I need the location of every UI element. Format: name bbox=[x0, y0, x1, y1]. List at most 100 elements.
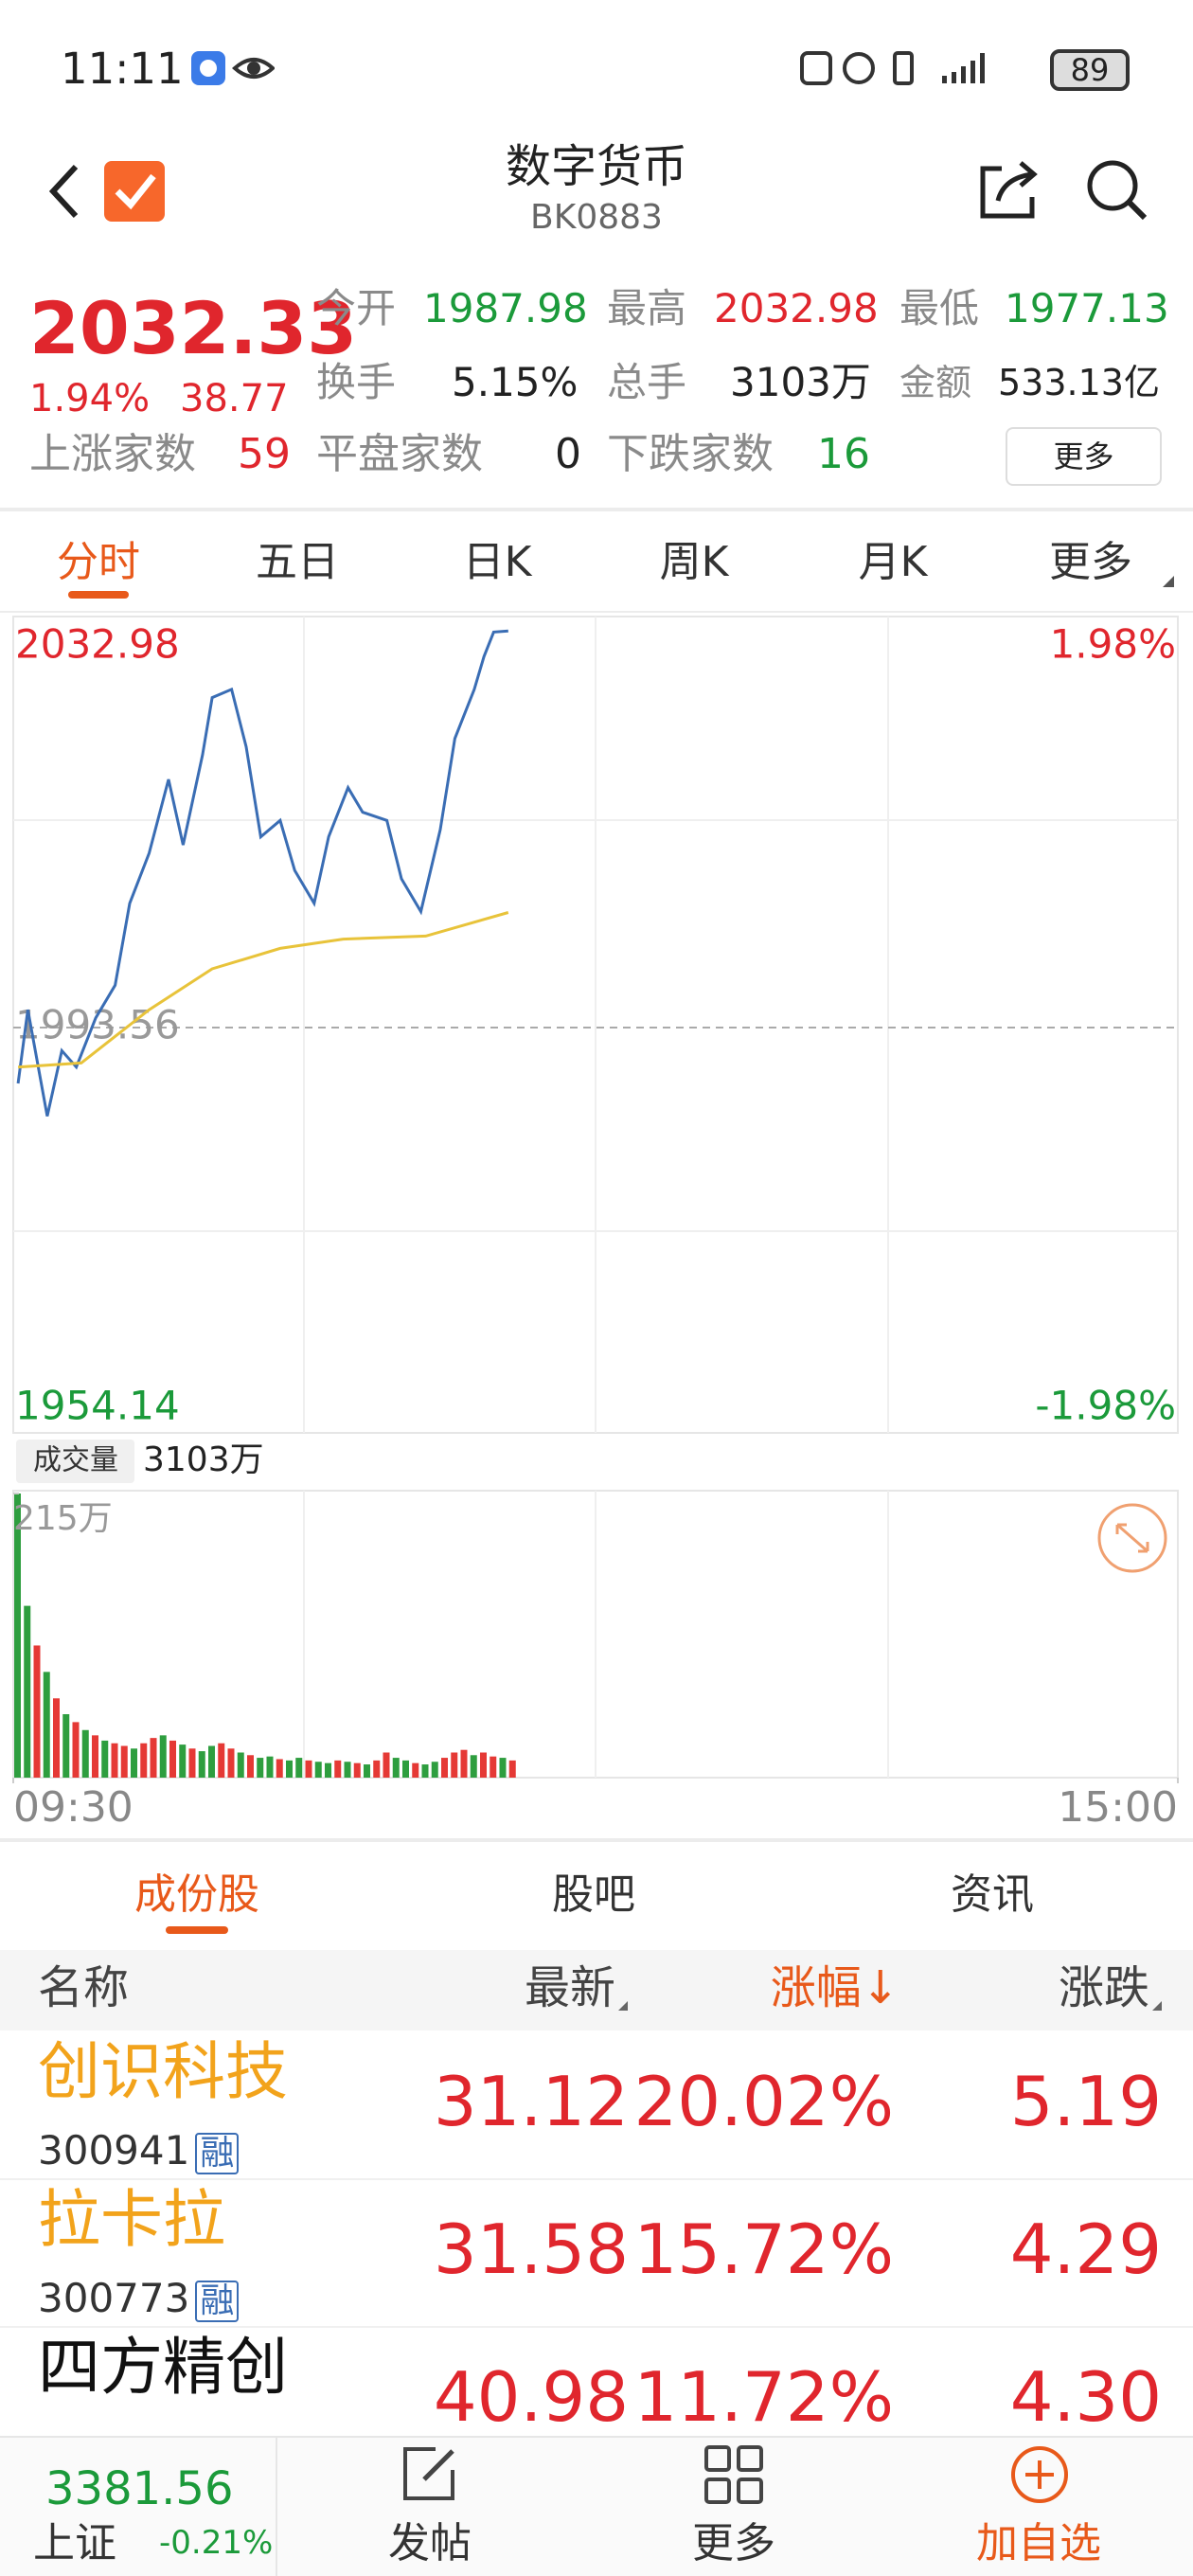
stock-row[interactable]: 拉卡拉 300773 融 31.58 15.72% 4.29 bbox=[0, 2178, 1193, 2328]
margin-tag: 融 bbox=[195, 2281, 240, 2322]
volume-bar bbox=[508, 1760, 516, 1778]
flat-count: 0 bbox=[555, 430, 581, 478]
stock-pct: 11.72% bbox=[633, 2357, 894, 2436]
amount: 533.13亿 bbox=[998, 362, 1160, 403]
action-label[interactable]: 加自选 bbox=[976, 2519, 1101, 2567]
volume-bar bbox=[490, 1756, 497, 1778]
share-button[interactable] bbox=[975, 159, 1042, 222]
amount-label: 金额 bbox=[899, 362, 972, 403]
y2-tick-label: -1.98% bbox=[1035, 1383, 1176, 1429]
tab[interactable]: 五日 bbox=[256, 538, 339, 586]
index-name[interactable]: 上证 bbox=[33, 2519, 116, 2567]
change: 38.77 bbox=[180, 377, 289, 420]
status-icons-left bbox=[191, 51, 275, 85]
bar-divider bbox=[276, 2438, 277, 2576]
volume-bar bbox=[286, 1760, 293, 1778]
volume-bar bbox=[247, 1755, 254, 1778]
volume-bar bbox=[470, 1755, 477, 1778]
stock-name: 拉卡拉 bbox=[38, 2183, 225, 2256]
more-icon[interactable] bbox=[703, 2443, 765, 2506]
up-count: 59 bbox=[238, 430, 291, 478]
action-label[interactable]: 更多 bbox=[692, 2519, 775, 2567]
volume-bar bbox=[353, 1762, 361, 1778]
down-count: 16 bbox=[817, 430, 870, 478]
volume-bar bbox=[179, 1744, 187, 1778]
stock-price: 40.98 bbox=[433, 2357, 629, 2436]
divider bbox=[0, 508, 1193, 511]
volume-bar bbox=[14, 1494, 21, 1778]
more-button[interactable]: 更多 bbox=[1006, 427, 1162, 486]
table-header bbox=[0, 1950, 1193, 2030]
volume-bar bbox=[325, 1762, 331, 1778]
tab[interactable]: 月K bbox=[858, 538, 928, 586]
list-tab[interactable]: 成份股 bbox=[134, 1870, 259, 1919]
stock-price: 31.58 bbox=[433, 2209, 629, 2289]
y2-tick-label: 1.98% bbox=[1050, 621, 1176, 668]
y-tick-label: 2032.98 bbox=[15, 621, 180, 668]
volume-bar bbox=[392, 1758, 400, 1778]
index-value[interactable]: 3381.56 bbox=[45, 2462, 234, 2515]
action-label[interactable]: 发帖 bbox=[388, 2519, 472, 2567]
high-label: 最高 bbox=[607, 285, 687, 331]
chart-area: 1954.14 1993.56 2032.98 -1.98% 1.98% 成交量 3103万… bbox=[12, 616, 1179, 1832]
battery: 89 bbox=[1050, 49, 1130, 91]
volume-bar bbox=[227, 1748, 235, 1778]
volume-bar bbox=[460, 1749, 468, 1778]
volume-bar bbox=[43, 1672, 50, 1778]
volume-label: 总手 bbox=[607, 359, 687, 405]
price-line bbox=[18, 911, 509, 1069]
list-tab[interactable]: 股吧 bbox=[552, 1870, 635, 1919]
list-tab[interactable]: 资讯 bbox=[951, 1870, 1034, 1919]
volume-bar bbox=[480, 1752, 487, 1778]
y-tick-label: 215万 bbox=[13, 1499, 113, 1538]
index-pct[interactable]: -0.21% bbox=[159, 2524, 274, 2562]
page-title: 数字货币 bbox=[505, 140, 688, 193]
sort-arrow bbox=[1152, 2001, 1162, 2011]
volume-bar bbox=[101, 1740, 109, 1778]
volume-bar bbox=[150, 1738, 157, 1778]
status-icons-right bbox=[800, 51, 985, 85]
stock-change: 4.29 bbox=[1009, 2209, 1162, 2289]
tab[interactable]: 日K bbox=[462, 538, 532, 586]
volume-bar bbox=[140, 1743, 148, 1778]
volume-bar bbox=[451, 1752, 458, 1778]
search-button[interactable] bbox=[1084, 157, 1150, 224]
column-header: 名称 bbox=[38, 1961, 130, 2014]
volume-bar bbox=[431, 1762, 438, 1778]
volume-bar bbox=[276, 1759, 283, 1778]
volume-bar bbox=[24, 1605, 31, 1778]
high: 2032.98 bbox=[714, 285, 879, 331]
column-header[interactable]: 涨跌 bbox=[1058, 1961, 1149, 2014]
tab[interactable]: 更多 bbox=[1049, 538, 1132, 586]
y-tick-label: 1993.56 bbox=[15, 1002, 180, 1048]
stock-name: 四方精创 bbox=[38, 2331, 288, 2404]
stock-change: 4.30 bbox=[1009, 2357, 1162, 2436]
volume-bar bbox=[188, 1748, 196, 1778]
stock-change: 5.19 bbox=[1009, 2062, 1162, 2141]
sort-arrow bbox=[618, 2001, 628, 2011]
back-button[interactable] bbox=[47, 159, 170, 225]
volume-bar bbox=[402, 1760, 409, 1778]
add-icon[interactable] bbox=[1008, 2443, 1071, 2506]
tab[interactable]: 周K bbox=[659, 538, 729, 586]
price: 2032.33 bbox=[29, 286, 358, 370]
divider bbox=[0, 1838, 1193, 1842]
volume-bar bbox=[257, 1758, 264, 1778]
price-line bbox=[16, 629, 508, 1117]
tab[interactable]: 分时 bbox=[57, 538, 140, 586]
stock-row[interactable]: 四方精创 40.98 11.72% 4.30 bbox=[0, 2326, 1193, 2436]
volume-bar bbox=[344, 1762, 351, 1778]
column-header[interactable]: 最新 bbox=[524, 1961, 615, 2014]
volume-bar bbox=[412, 1762, 419, 1778]
stock-pct: 20.02% bbox=[633, 2062, 894, 2141]
code: 300941 bbox=[38, 2127, 190, 2174]
volume-bar bbox=[62, 1714, 70, 1778]
volume-bar bbox=[295, 1758, 303, 1778]
column-header[interactable]: 涨幅↓ bbox=[770, 1961, 899, 2014]
stock-row[interactable]: 创识科技 300941 融 31.12 20.02% 5.19 bbox=[0, 2030, 1193, 2180]
stock-name: 创识科技 bbox=[38, 2035, 288, 2108]
volume-bar bbox=[266, 1756, 274, 1778]
volume: 3103万 bbox=[730, 359, 871, 405]
post-icon[interactable] bbox=[398, 2443, 462, 2506]
